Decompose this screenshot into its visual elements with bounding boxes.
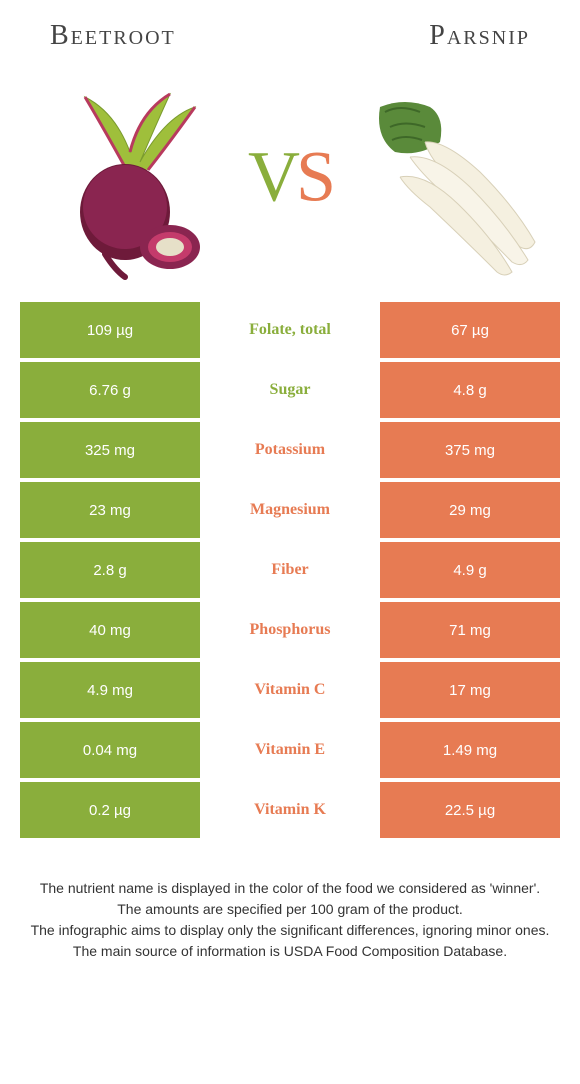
footer-line: The main source of information is USDA F… — [30, 941, 550, 962]
infographic-container: Beetroot Parsnip — [0, 0, 580, 992]
table-row: 325 mgPotassium375 mg — [20, 422, 560, 478]
hero-row: VS — [20, 62, 560, 292]
left-value-cell: 0.2 µg — [20, 782, 200, 838]
right-value-cell: 71 mg — [380, 602, 560, 658]
left-value-cell: 2.8 g — [20, 542, 200, 598]
right-value-cell: 67 µg — [380, 302, 560, 358]
left-value-cell: 0.04 mg — [20, 722, 200, 778]
nutrient-label-cell: Vitamin K — [200, 782, 380, 838]
nutrient-label-cell: Phosphorus — [200, 602, 380, 658]
table-row: 23 mgMagnesium29 mg — [20, 482, 560, 538]
vs-s: S — [296, 137, 332, 217]
left-value-cell: 4.9 mg — [20, 662, 200, 718]
left-value-cell: 325 mg — [20, 422, 200, 478]
vs-v: V — [248, 137, 296, 217]
right-value-cell: 375 mg — [380, 422, 560, 478]
right-food-title: Parsnip — [429, 20, 530, 52]
footer-line: The nutrient name is displayed in the co… — [30, 878, 550, 899]
left-value-cell: 6.76 g — [20, 362, 200, 418]
title-row: Beetroot Parsnip — [20, 20, 560, 62]
right-value-cell: 1.49 mg — [380, 722, 560, 778]
nutrient-table: 109 µgFolate, total67 µg6.76 gSugar4.8 g… — [20, 302, 560, 838]
vs-label: VS — [248, 136, 332, 219]
table-row: 0.04 mgVitamin E1.49 mg — [20, 722, 560, 778]
table-row: 109 µgFolate, total67 µg — [20, 302, 560, 358]
right-value-cell: 4.8 g — [380, 362, 560, 418]
nutrient-label-cell: Fiber — [200, 542, 380, 598]
left-value-cell: 109 µg — [20, 302, 200, 358]
nutrient-label-cell: Sugar — [200, 362, 380, 418]
footer-line: The infographic aims to display only the… — [30, 920, 550, 941]
left-value-cell: 40 mg — [20, 602, 200, 658]
table-row: 6.76 gSugar4.8 g — [20, 362, 560, 418]
nutrient-label-cell: Magnesium — [200, 482, 380, 538]
right-value-cell: 22.5 µg — [380, 782, 560, 838]
left-food-title: Beetroot — [50, 20, 176, 52]
nutrient-label-cell: Vitamin C — [200, 662, 380, 718]
nutrient-label-cell: Potassium — [200, 422, 380, 478]
table-row: 40 mgPhosphorus71 mg — [20, 602, 560, 658]
right-value-cell: 29 mg — [380, 482, 560, 538]
table-row: 0.2 µgVitamin K22.5 µg — [20, 782, 560, 838]
table-row: 4.9 mgVitamin C17 mg — [20, 662, 560, 718]
footer-line: The amounts are specified per 100 gram o… — [30, 899, 550, 920]
footer-notes: The nutrient name is displayed in the co… — [20, 878, 560, 962]
table-row: 2.8 gFiber4.9 g — [20, 542, 560, 598]
nutrient-label-cell: Vitamin E — [200, 722, 380, 778]
right-value-cell: 4.9 g — [380, 542, 560, 598]
left-value-cell: 23 mg — [20, 482, 200, 538]
right-value-cell: 17 mg — [380, 662, 560, 718]
parsnip-image — [350, 82, 550, 282]
beetroot-image — [30, 82, 230, 282]
nutrient-label-cell: Folate, total — [200, 302, 380, 358]
